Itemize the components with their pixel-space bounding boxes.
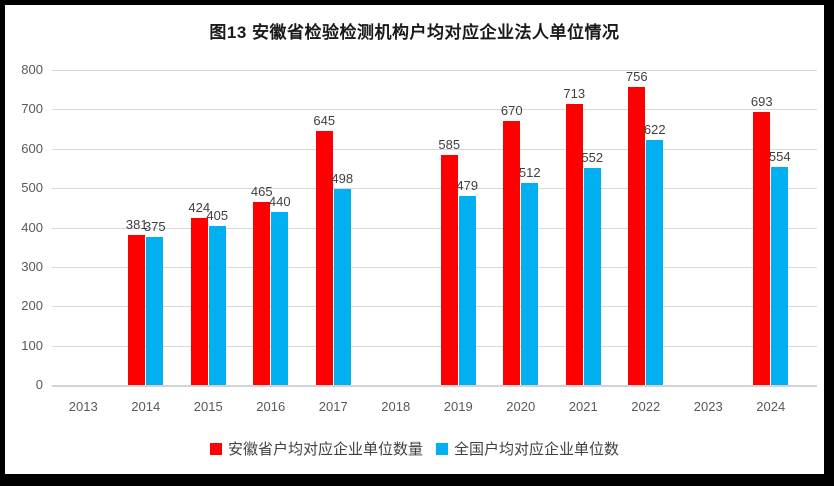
gridline-200 [52,306,817,308]
bar-2020-s0 [503,121,521,385]
gridline-300 [52,266,817,268]
bar-value-label: 554 [768,148,791,164]
bar-value-label: 645 [313,113,336,129]
legend: 安徽省户均对应企业单位数量 全国户均对应企业单位数 [5,438,824,459]
x-tick-2019: 2019 [443,399,473,414]
chart-canvas: 图13 安徽省检验检测机构户均对应企业法人单位情况 0 100 200 300 400 5… [5,5,824,474]
bar-value-label: 585 [438,136,461,152]
x-tick-2013: 2013 [68,399,98,414]
bar-value-label: 512 [518,165,541,181]
x-tick-2017: 2017 [318,399,348,414]
legend-label: 全国户均对应企业单位数 [454,441,620,458]
y-axis-labels: 0 100 200 300 400 500 600 700 800 [5,62,43,392]
x-tick-2021: 2021 [568,399,598,414]
bar-2014-s1 [146,237,164,385]
legend-item-1: 全国户均对应企业单位数 [436,438,619,459]
bar-2019-s0 [440,154,458,385]
bar-value-label: 465 [250,183,273,199]
bar-value-label: 713 [563,86,586,102]
gridline-600 [52,148,817,150]
y-tick-label: 600 [21,140,43,156]
x-tick-2015: 2015 [193,399,223,414]
y-tick-label: 300 [21,258,43,274]
gridline-400 [52,227,817,229]
bar-2022-s0 [628,87,646,385]
chart-title: 图13 安徽省检验检测机构户均对应企业法人单位情况 [209,23,620,42]
x-tick-2018: 2018 [381,399,411,414]
bar-2015-s0 [190,218,208,385]
bar-value-label: 375 [143,219,166,235]
bar-2016-s0 [253,201,271,385]
legend-swatch-icon [209,442,222,455]
bar-value-label: 756 [625,69,648,85]
gridlines [52,70,817,387]
gridline-0 [52,385,817,387]
x-tick-2022: 2022 [631,399,661,414]
bar-2019-s1 [458,196,476,385]
y-tick-label: 800 [21,62,43,77]
bar-2014-s0 [128,234,146,385]
gridline-100 [52,345,817,347]
x-axis-labels: 2013 2014 2015 2016 2017 2018 2019 2020 2021 2022… [52,399,802,414]
y-tick-label: 200 [21,298,43,314]
legend-item-0: 安徽省户均对应企业单位数量 [209,438,423,459]
bar-2021-s1 [583,167,601,385]
bar-2021-s0 [565,104,583,385]
bar-value-label: 424 [188,200,211,216]
y-tick-label: 400 [21,219,43,235]
bar-2020-s1 [521,183,539,385]
bar-2017-s1 [333,188,351,385]
bar-2016-s1 [271,211,289,385]
gridline-800 [52,70,817,71]
bar-2017-s0 [315,131,333,385]
x-tick-2016: 2016 [256,399,286,414]
bar-value-label: 479 [456,178,479,194]
x-tick-2023: 2023 [693,399,723,414]
bar-2024-s1 [771,166,789,385]
bar-value-label: 440 [268,193,291,209]
legend-label: 安徽省户均对应企业单位数量 [227,441,423,458]
gridline-500 [52,188,817,190]
bar-2015-s1 [208,225,226,385]
plot-area: 381 375 424 405 465 440 645 498 585 479 670 512 713 5… [52,69,802,385]
bar-2024-s0 [753,112,771,385]
y-tick-label: 0 [35,377,43,392]
bar-value-label: 622 [643,122,666,138]
bar-value-label: 693 [750,94,773,110]
legend-swatch-icon [436,442,448,455]
x-tick-2014: 2014 [131,399,161,414]
bar-value-label: 405 [206,207,229,223]
x-tick-2024: 2024 [756,399,786,414]
bar-2022-s1 [646,140,664,385]
y-tick-label: 500 [21,180,43,196]
x-tick-2020: 2020 [506,399,536,414]
bar-value-label: 670 [500,103,523,119]
gridline-700 [52,109,817,111]
y-tick-label: 100 [21,337,43,353]
bar-value-label: 381 [125,216,148,232]
bar-value-label: 498 [331,170,354,186]
y-tick-label: 700 [21,101,43,117]
bar-value-label: 552 [581,149,604,165]
